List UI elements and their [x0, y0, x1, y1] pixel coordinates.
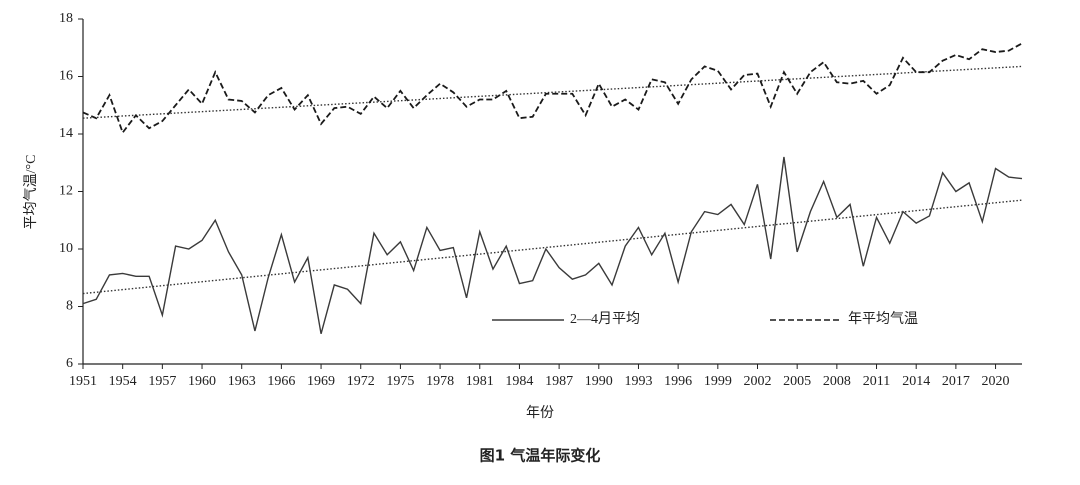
x-tick-label: 1960: [188, 374, 216, 389]
x-tick-label: 1981: [466, 374, 494, 389]
legend-label: 2—4月平均: [570, 311, 640, 327]
x-tick-label: 2005: [783, 374, 811, 389]
x-tick-label: 1978: [426, 374, 454, 389]
x-tick-label: 1957: [148, 374, 176, 389]
x-tick-label: 2008: [823, 374, 851, 389]
x-axis-label: 年份: [526, 405, 554, 421]
x-tick-label: 2011: [863, 374, 890, 389]
y-tick-label: 16: [59, 69, 73, 84]
y-tick-label: 8: [66, 299, 73, 314]
x-tick-label: 1966: [267, 374, 295, 389]
x-tick-label: 1984: [505, 374, 533, 389]
x-tick-label: 1951: [69, 374, 97, 389]
trend-line: [82, 65, 1023, 119]
x-tick-label: 1993: [624, 374, 652, 389]
y-tick-label: 10: [59, 241, 73, 256]
x-tick-label: 2002: [743, 374, 771, 389]
y-axis-label: 平均气温/°C: [23, 155, 39, 230]
series-line: [82, 156, 1023, 334]
legend-label: 年平均气温: [848, 311, 918, 327]
x-tick-label: 1996: [664, 374, 692, 389]
x-tick-label: 2017: [942, 374, 970, 389]
y-tick-label: 14: [59, 126, 73, 141]
x-tick-label: 2020: [982, 374, 1010, 389]
x-tick-label: 1975: [386, 374, 414, 389]
trend-line: [82, 199, 1023, 295]
x-tick-label: 1990: [585, 374, 613, 389]
x-tick-label: 1999: [704, 374, 732, 389]
y-tick-label: 18: [59, 11, 73, 26]
chart-title: 图1 气温年际变化: [480, 447, 601, 465]
y-tick-label: 12: [59, 184, 73, 199]
x-tick-label: 1987: [545, 374, 573, 389]
x-tick-label: 1969: [307, 374, 335, 389]
series-line: [82, 42, 1023, 135]
y-tick-label: 6: [66, 356, 73, 371]
x-tick-label: 1963: [228, 374, 256, 389]
x-tick-label: 2014: [902, 374, 930, 389]
x-tick-label: 1954: [109, 374, 137, 389]
x-tick-label: 1972: [347, 374, 375, 389]
